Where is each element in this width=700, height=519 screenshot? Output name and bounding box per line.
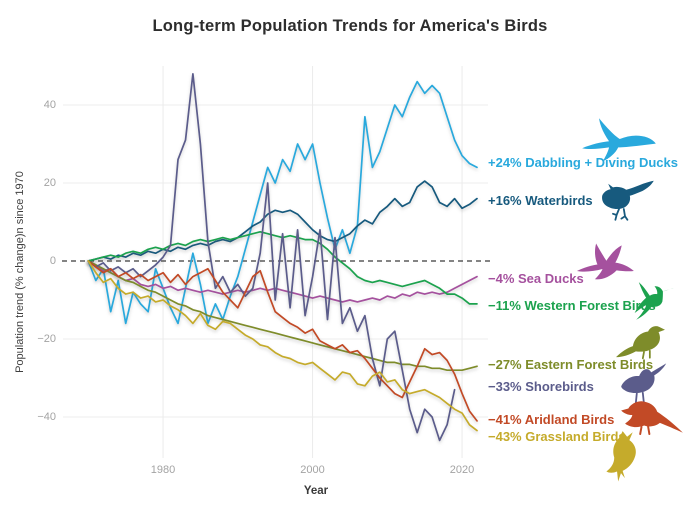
y-axis-tick-label: −40 [37,410,56,423]
thrasher-icon [615,396,689,438]
songbird-perched-icon [611,321,677,363]
series-line-shorebirds [87,72,456,442]
x-axis-tick-label: 2020 [449,464,475,476]
series-line-waterbirds [87,180,478,262]
legend-label-eastern-forest-birds: −27% Eastern Forest Birds [488,357,654,372]
y-axis-tick-label: −20 [37,332,56,345]
chart-title: Long-term Population Trends for America'… [152,17,548,35]
legend-label-waterbirds: +16% Waterbirds [488,193,593,208]
x-axis-tick-label: 2000 [300,464,325,476]
series-line-aridland-birds [87,260,478,422]
y-axis-tick-label: 40 [43,98,56,111]
series-line-sea-ducks [87,260,478,303]
rail-walking-icon [589,179,661,221]
meadowlark-singing-icon [601,430,651,486]
x-axis-title: Year [303,485,329,497]
x-axis-tick-label: 1980 [150,464,176,476]
legend-label-sea-ducks: −4% Sea Ducks [488,271,584,286]
series-line-eastern-forest-birds [87,260,478,372]
series-line-grassland-birds [87,260,478,432]
legend-label-dabbling-diving-ducks: +24% Dabbling + Diving Ducks [488,155,678,170]
legend-label-western-forest-birds: −11% Western Forest Birds [488,298,656,313]
series-line-dabbling-diving-ducks [87,80,478,325]
y-axis-tick-label: 0 [49,254,56,267]
sea-duck-flying-icon [575,241,639,283]
hummingbird-icon [626,280,682,324]
legend-label-grassland-birds: −43% Grassland Birds [488,429,626,444]
legend-label-shorebirds: −33% Shorebirds [488,379,594,394]
legend-label-aridland-birds: −41% Aridland Birds [488,412,615,427]
y-axis-tick-label: 20 [43,176,56,189]
duck-flying-icon [577,116,661,162]
